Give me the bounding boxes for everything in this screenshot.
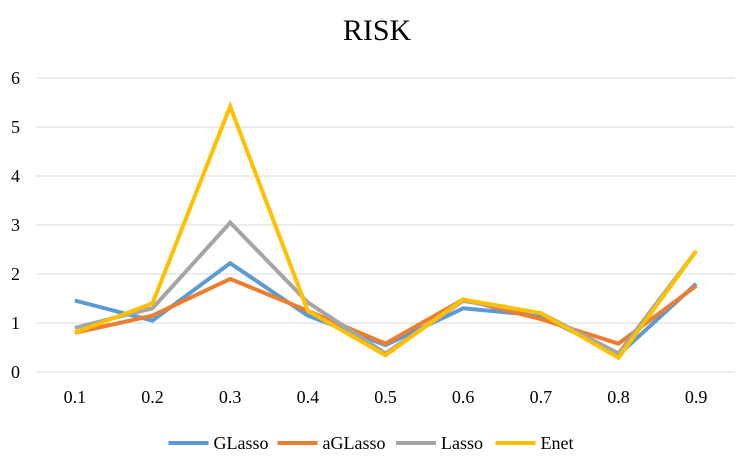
x-tick-label: 0.8 (607, 387, 630, 407)
series-line-aglasso (74, 276, 698, 346)
x-axis-ticks: 0.1 0.2 0.3 0.4 0.5 0.6 0.7 0.8 0.9 (64, 387, 708, 407)
x-tick-label: 0.2 (141, 387, 164, 407)
x-tick-label: 0.6 (452, 387, 475, 407)
y-tick-label: 2 (11, 264, 20, 284)
y-tick-label: 1 (11, 313, 20, 333)
x-tick-label: 0.5 (374, 387, 397, 407)
y-axis-ticks: 0 1 2 3 4 5 6 (11, 68, 20, 382)
gridlines (36, 77, 735, 373)
y-tick-label: 3 (11, 215, 20, 235)
series-line-enet (74, 100, 698, 361)
legend-label: GLasso (214, 433, 269, 453)
legend: GLasso aGLasso Lasso Enet (168, 433, 574, 453)
x-tick-label: 0.3 (219, 387, 242, 407)
x-tick-label: 0.9 (685, 387, 708, 407)
legend-label: Enet (541, 433, 574, 453)
legend-label: aGLasso (323, 433, 386, 453)
series-line-lasso (74, 219, 698, 356)
legend-label: Lasso (441, 433, 483, 453)
series-lines (74, 100, 698, 361)
y-tick-label: 4 (11, 166, 20, 186)
chart-title: RISK (343, 14, 412, 47)
x-tick-label: 0.1 (64, 387, 87, 407)
x-tick-label: 0.4 (297, 387, 320, 407)
y-tick-label: 0 (11, 362, 20, 382)
x-tick-label: 0.7 (530, 387, 553, 407)
y-tick-label: 5 (11, 117, 20, 137)
y-tick-label: 6 (11, 68, 20, 88)
